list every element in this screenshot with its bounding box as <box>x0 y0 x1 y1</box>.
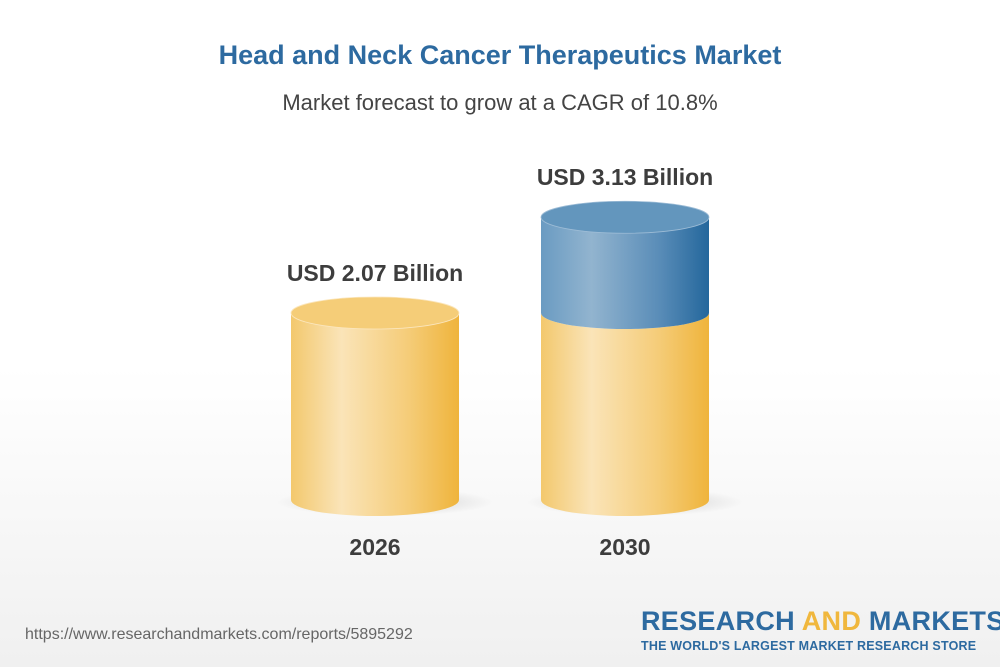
bar-top <box>540 200 710 234</box>
data-label: USD 3.13 Billion <box>537 164 713 190</box>
logo-tagline: THE WORLD'S LARGEST MARKET RESEARCH STOR… <box>641 639 977 653</box>
data-label: USD 2.07 Billion <box>287 260 463 286</box>
bar-body-base <box>291 313 459 516</box>
chart-title: Head and Neck Cancer Therapeutics Market <box>218 40 782 70</box>
report-url[interactable]: https://www.researchandmarkets.com/repor… <box>25 626 413 643</box>
logo-text-and: AND <box>801 606 862 636</box>
logo-text-research: RESEARCH <box>641 606 802 636</box>
bar-top <box>290 296 460 330</box>
bar-body-growth <box>541 217 709 329</box>
x-tick-label: 2026 <box>349 534 400 560</box>
x-tick-label: 2030 <box>599 534 650 560</box>
bar-body-base <box>541 313 709 516</box>
logo-text-markets: MARKETS <box>861 606 1000 636</box>
research-and-markets-logo: RESEARCH AND MARKETS THE WORLD'S LARGEST… <box>641 606 1000 653</box>
chart-subtitle: Market forecast to grow at a CAGR of 10.… <box>282 90 718 115</box>
